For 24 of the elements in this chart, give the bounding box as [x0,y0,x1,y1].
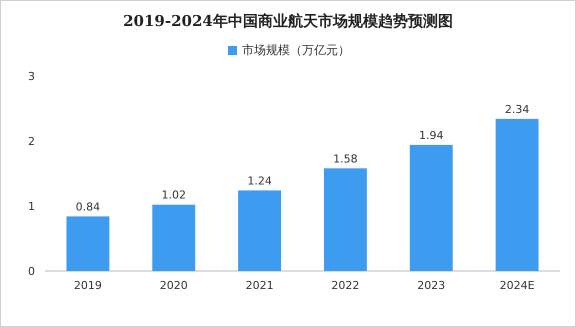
bar [496,118,539,271]
x-tick-label: 2019 [74,279,102,292]
chart-title: 2019-2024年中国商业航天市场规模趋势预测图 [123,12,453,30]
data-label: 0.84 [76,200,100,214]
bar [152,204,196,271]
x-tick-label: 2024E [500,279,535,292]
y-tick-label: 1 [28,200,35,213]
y-tick-label: 3 [28,70,35,83]
bar [324,168,367,271]
data-label: 1.94 [419,128,444,142]
y-tick-label: 0 [28,265,35,278]
bar [410,144,453,271]
data-label: 1.58 [333,152,358,166]
legend-label: 市场规模（万亿元） [242,43,350,57]
x-tick-label: 2021 [246,279,274,292]
data-label: 1.02 [162,188,186,202]
y-tick-label: 2 [28,135,35,148]
bar [238,190,282,271]
data-label: 1.24 [247,174,272,188]
bar [66,216,110,271]
x-tick-label: 2020 [160,279,188,292]
x-tick-label: 2023 [417,279,446,292]
x-tick-label: 2022 [331,279,360,292]
data-label: 2.34 [504,102,530,116]
